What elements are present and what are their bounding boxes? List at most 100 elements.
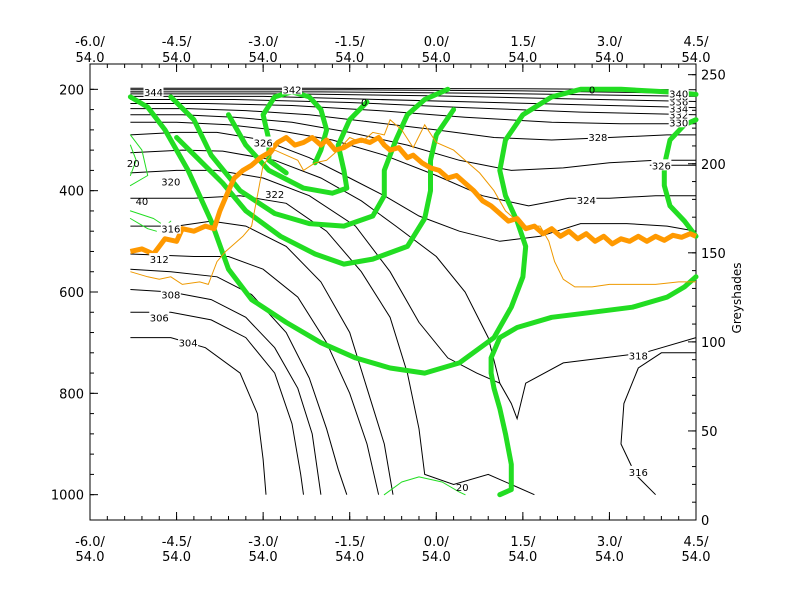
contour-label: 308 <box>161 291 180 302</box>
contour-label-bg <box>149 311 170 323</box>
theta-contour-line <box>130 91 697 97</box>
x-tick-label-top-line2: 54.0 <box>249 51 278 66</box>
pv-contour-thick <box>168 86 451 229</box>
y-left-tick-label: 1000 <box>51 489 84 504</box>
contour-label: 312 <box>150 255 169 266</box>
contour-label-bg <box>587 130 608 142</box>
x-tick-label-bottom-line1: -1.5/ <box>335 535 365 550</box>
x-tick-label-bottom-line2: 54.0 <box>422 550 451 565</box>
contour-label: 342 <box>282 85 301 96</box>
contour-label: 340 <box>669 89 688 100</box>
x-tick-label-bottom-line2: 54.0 <box>595 550 624 565</box>
x-tick-label-bottom-line2: 54.0 <box>682 550 711 565</box>
pv-contour-label: 0 <box>361 98 367 109</box>
theta-contour-line <box>130 169 697 421</box>
x-tick-label-top-line2: 54.0 <box>422 51 451 66</box>
x-tick-label-top-line1: -6.0/ <box>75 35 105 50</box>
contour-label-bg <box>668 116 689 128</box>
contour-label-bg <box>668 108 689 120</box>
y-left-tick-label: 400 <box>59 185 84 200</box>
pv-contour-thin <box>383 476 466 496</box>
x-tick-label-bottom-line1: 4.5/ <box>683 535 709 550</box>
x-tick-label-bottom-line1: 3.0/ <box>597 535 623 550</box>
axis-ticks: -6.0/54.0-6.0/54.0-4.5/54.0-4.5/54.0-3.0… <box>51 35 726 565</box>
pv-contour-thin <box>129 144 137 176</box>
contour-label: 304 <box>179 339 198 350</box>
pv-contour-thick <box>488 274 699 498</box>
contour-label: 330 <box>669 118 688 129</box>
pv-contour-label: 0 <box>589 85 595 96</box>
theta-contour-line <box>130 121 696 207</box>
contour-label-bg <box>576 193 597 205</box>
y-left-tick-label: 200 <box>59 83 84 98</box>
contour-label: 324 <box>577 196 596 207</box>
theta-contour-line <box>130 131 697 242</box>
contour-label: 334 <box>669 105 688 116</box>
theta-contour-line <box>130 311 304 495</box>
x-tick-label-bottom-line1: -3.0/ <box>248 535 278 550</box>
contour-label-bg <box>628 465 649 477</box>
contour-label-bg <box>160 222 181 234</box>
x-tick-label-bottom-line2: 54.0 <box>76 550 105 565</box>
y-right-tick-label: 200 <box>701 158 726 173</box>
thin-orange-line <box>130 118 696 288</box>
y-right-tick-label: 250 <box>701 69 726 84</box>
x-tick-label-top-line2: 54.0 <box>682 51 711 66</box>
theta-contour-line <box>130 268 348 495</box>
orange-lines <box>129 118 698 288</box>
y-right-tick-label: 100 <box>701 336 726 351</box>
pv-contour-thin <box>129 134 149 187</box>
theta-contour-line <box>130 253 380 495</box>
contour-label: 322 <box>265 190 284 201</box>
contour-label-bg <box>651 159 672 171</box>
x-tick-label-top-line1: -4.5/ <box>162 35 192 50</box>
theta-contour-line <box>130 108 696 141</box>
contour-label-bg <box>149 253 170 265</box>
y-right-tick-label: 0 <box>701 514 709 529</box>
contour-label: 336 <box>669 97 688 108</box>
y-right-tick-label: 150 <box>701 247 726 262</box>
pv-contour-thick <box>260 89 330 176</box>
x-tick-label-top-line2: 54.0 <box>335 51 364 66</box>
contour-label: 316 <box>161 225 180 236</box>
theta-contour-line <box>130 337 267 495</box>
contour-label-bg <box>264 188 285 200</box>
y-left-tick-label: 800 <box>59 387 84 402</box>
pv-contour-thin <box>129 218 157 232</box>
contour-label: 344 <box>144 88 163 99</box>
contour-label-bg <box>178 336 199 348</box>
contour-label-bg <box>668 87 689 99</box>
contour-label: 328 <box>588 133 607 144</box>
pv-contour-label: 20 <box>127 159 140 170</box>
theta-contour-line <box>130 95 697 109</box>
contour-label: 332 <box>669 111 688 122</box>
contour-labels: 304 306 308 312 316 316 318 320 322 324 326 326 328 3… <box>127 83 689 494</box>
theta-contours <box>130 87 697 496</box>
contour-label: 320 <box>161 178 180 189</box>
contour-label-bg <box>282 83 302 95</box>
pv-contours <box>127 86 699 498</box>
x-tick-label-top-line1: -3.0/ <box>248 35 278 50</box>
contour-label: 326 <box>652 161 671 172</box>
x-tick-label-top-line1: 1.5/ <box>510 35 536 50</box>
theta-contour-line <box>130 220 394 495</box>
x-tick-label-bottom-line2: 54.0 <box>249 550 278 565</box>
x-tick-label-top-line1: 0.0/ <box>424 35 450 50</box>
contour-label: 316 <box>629 468 648 479</box>
x-tick-label-top-line1: -1.5/ <box>335 35 365 50</box>
x-tick-label-top-line2: 54.0 <box>508 51 537 66</box>
x-tick-label-top-line1: 4.5/ <box>683 35 709 50</box>
x-tick-label-top-line2: 54.0 <box>76 51 105 66</box>
theta-contour-line <box>130 103 696 125</box>
x-tick-label-bottom-line1: -4.5/ <box>162 535 192 550</box>
contour-label-bg <box>253 136 274 148</box>
contour-label-bg <box>668 102 689 114</box>
pv-contour-thick <box>661 117 699 239</box>
contour-label: 318 <box>629 351 648 362</box>
x-tick-label-bottom-line1: -6.0/ <box>75 535 105 550</box>
y-left-tick-label: 600 <box>59 286 84 301</box>
right-axis-title: Greyshades <box>730 263 744 334</box>
contour-label-bg <box>628 349 649 361</box>
thick-orange-line <box>129 135 698 257</box>
